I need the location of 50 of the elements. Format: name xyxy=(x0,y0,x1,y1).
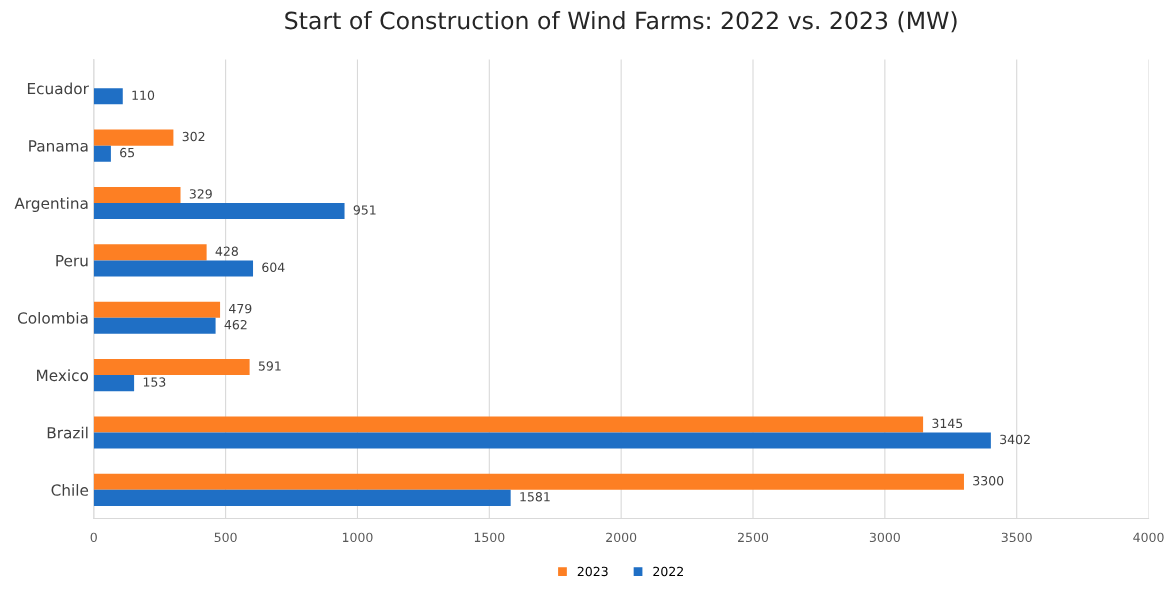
bar xyxy=(93,88,123,105)
x-tick-label: 3500 xyxy=(1001,532,1032,543)
data-label: 462 xyxy=(224,319,247,330)
data-label: 951 xyxy=(353,205,376,215)
bar xyxy=(93,203,345,220)
data-label: 110 xyxy=(132,90,155,100)
chart-title: Start of Construction of Wind Farms: 2022 vs. 2023 (MW) xyxy=(285,11,957,33)
bar xyxy=(93,129,174,146)
x-tick-label: 2500 xyxy=(738,532,769,543)
y-tick-label: Brazil xyxy=(47,426,88,439)
x-tick-label: 3000 xyxy=(869,532,900,543)
bar xyxy=(93,489,511,506)
y-tick-label: Colombia xyxy=(17,311,88,324)
bar xyxy=(93,375,135,392)
bar xyxy=(93,145,111,162)
data-label: 591 xyxy=(258,361,281,371)
x-tick-label: 1000 xyxy=(342,532,373,543)
data-label: 302 xyxy=(182,131,205,142)
bar xyxy=(93,244,207,261)
data-label: 3300 xyxy=(973,475,1004,486)
bar xyxy=(93,186,181,204)
bar xyxy=(93,432,991,449)
bar xyxy=(93,260,254,277)
data-label: 1581 xyxy=(520,492,550,502)
data-label: 604 xyxy=(262,262,285,273)
data-label: 65 xyxy=(120,147,135,158)
y-tick-label: Chile xyxy=(51,484,89,496)
x-tick-label: 0 xyxy=(90,532,97,543)
y-tick-label: Argentina xyxy=(14,197,88,212)
data-label: 153 xyxy=(143,377,166,387)
x-tick-label: 500 xyxy=(214,532,237,543)
x-tick-label: 4000 xyxy=(1133,532,1164,543)
x-tick-label: 2000 xyxy=(606,532,637,543)
bar xyxy=(93,416,924,433)
y-tick-label: Mexico xyxy=(37,369,89,382)
data-label: 428 xyxy=(215,246,238,256)
legend-label: 2022 xyxy=(653,566,683,577)
data-label: 329 xyxy=(189,189,212,199)
data-label: 479 xyxy=(229,303,252,314)
y-tick-label: Ecuador xyxy=(27,82,89,95)
y-tick-label: Panama xyxy=(29,140,88,152)
y-tick-label: Peru xyxy=(56,255,88,267)
data-label: 3402 xyxy=(1000,434,1030,445)
legend-label: 2023 xyxy=(577,566,608,577)
bar xyxy=(93,473,964,490)
bar xyxy=(93,301,221,318)
x-tick-label: 1500 xyxy=(474,532,505,543)
data-label: 3145 xyxy=(932,418,963,429)
bar xyxy=(93,359,250,376)
bar xyxy=(93,317,216,334)
